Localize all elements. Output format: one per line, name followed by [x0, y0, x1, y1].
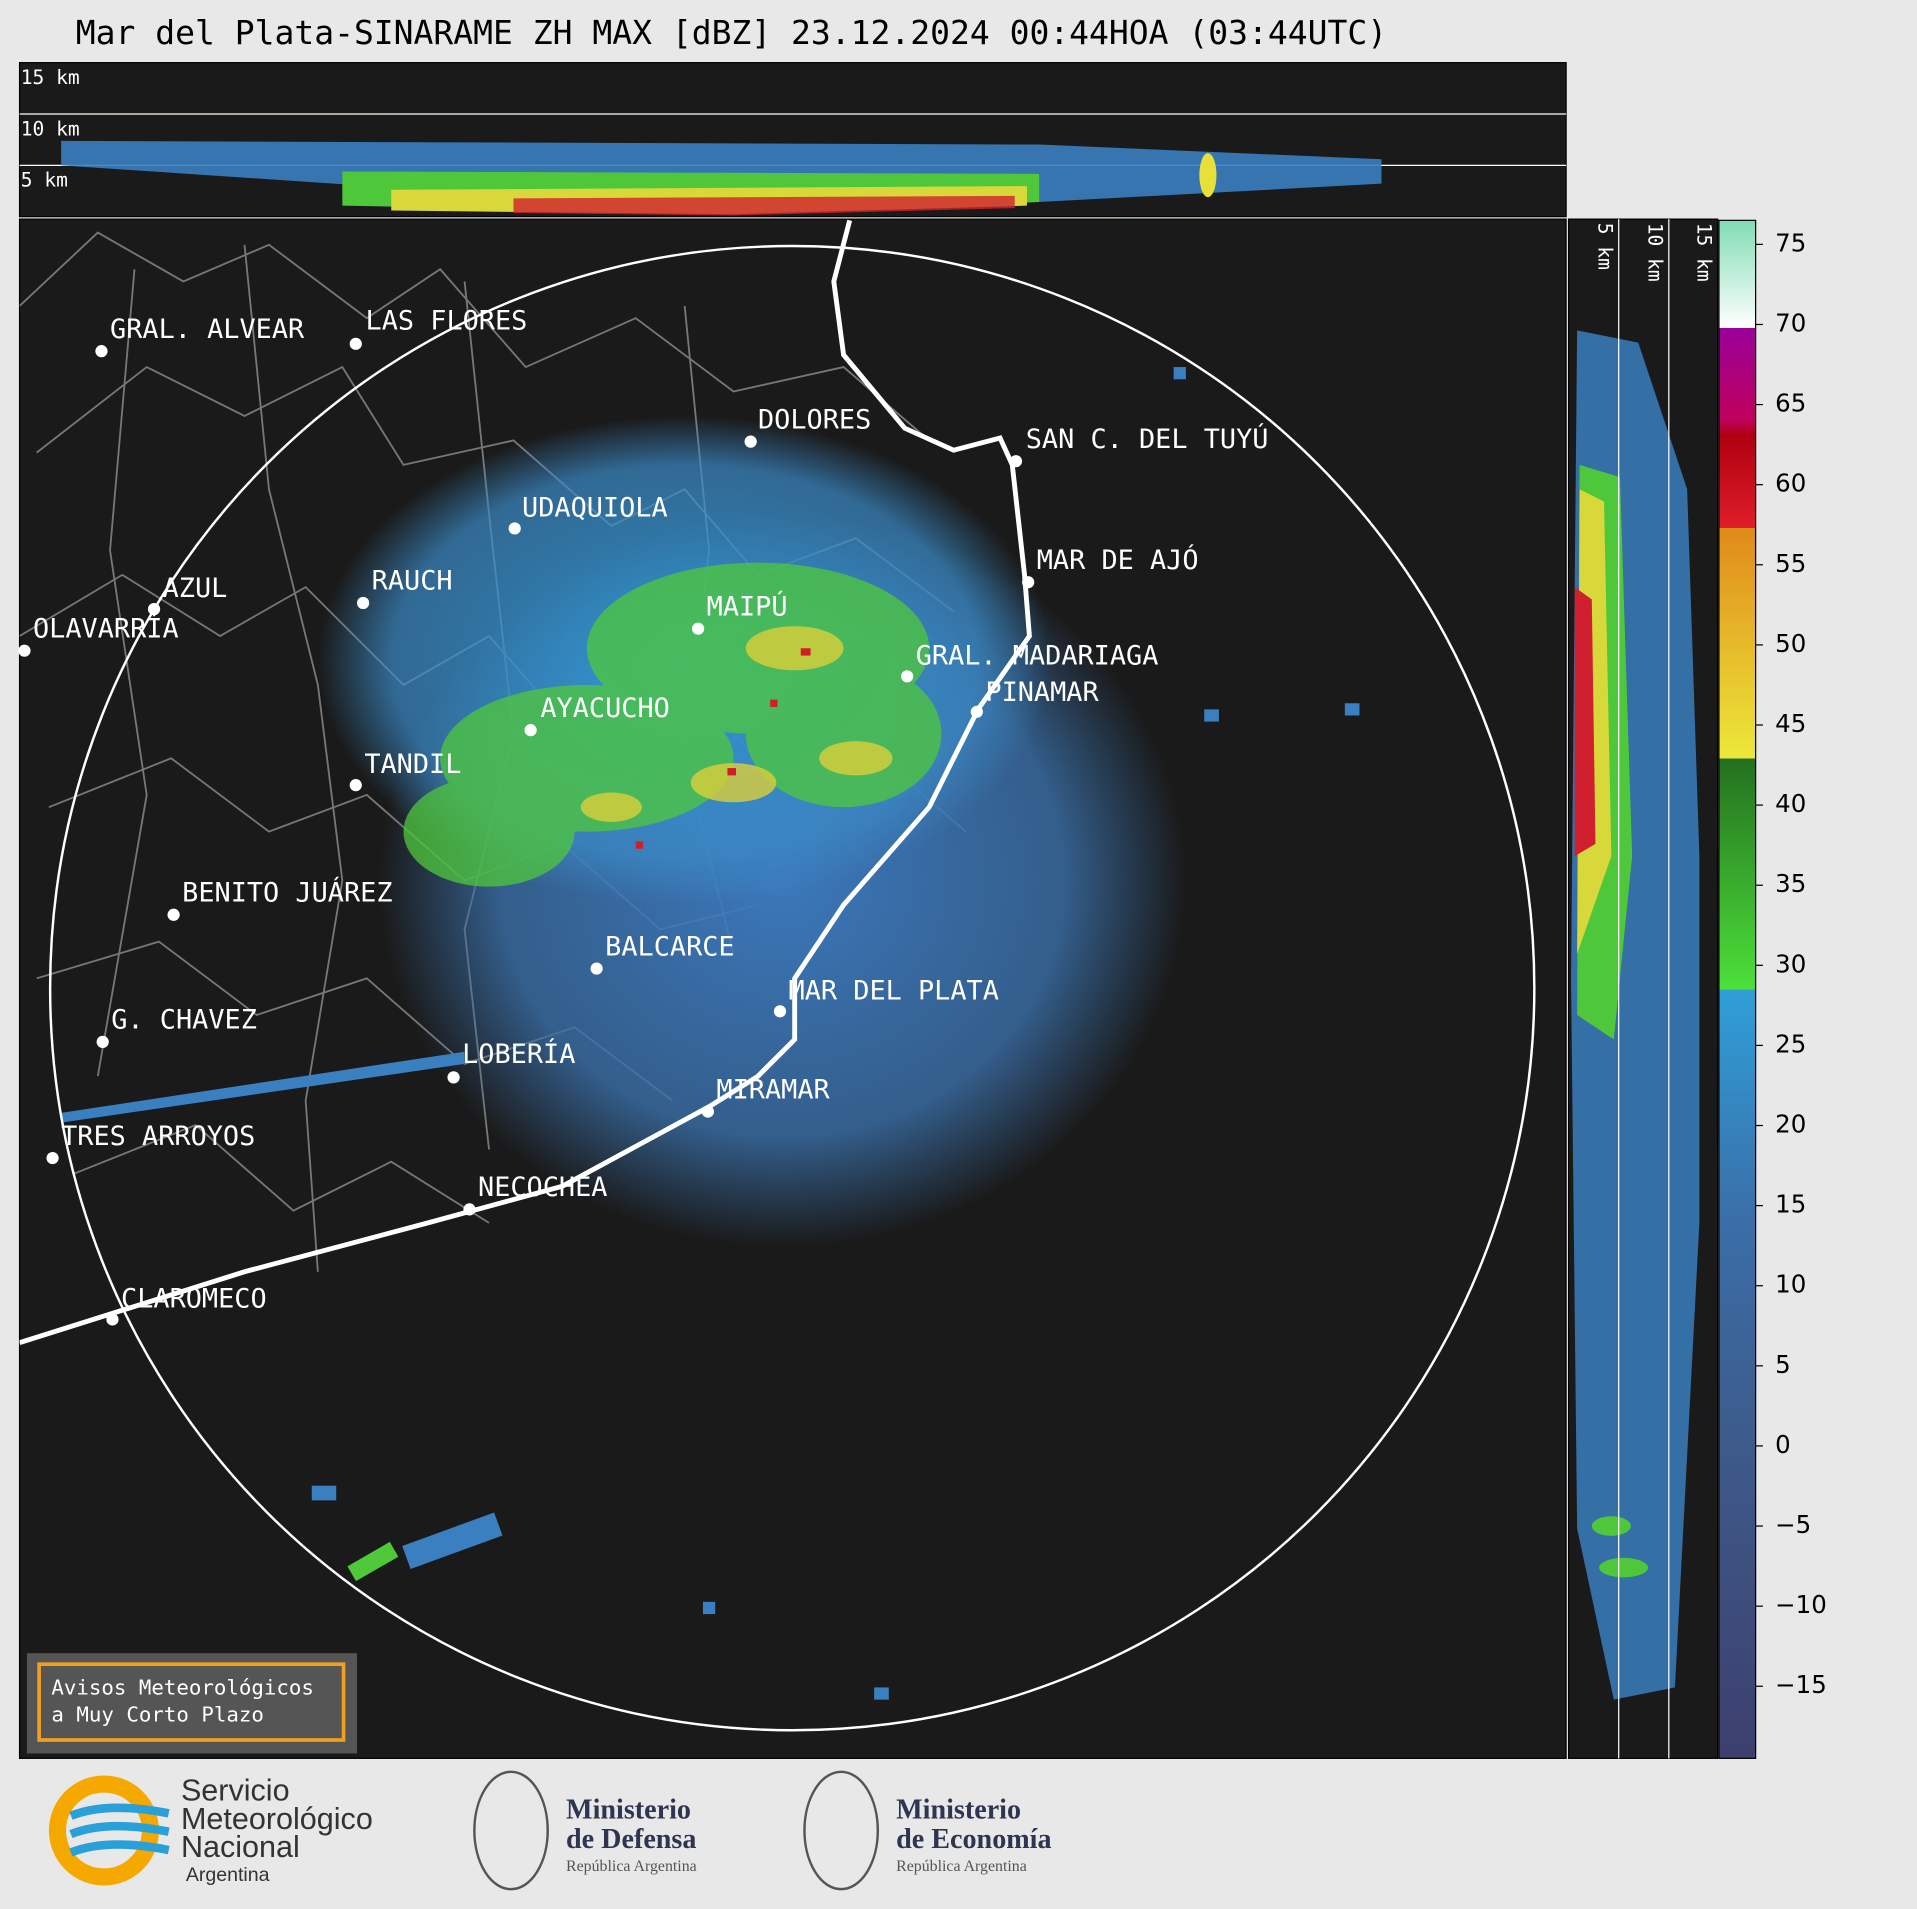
- city-dot: [349, 337, 362, 350]
- city-dot: [349, 779, 362, 792]
- colorbar-tick-label: 45: [1775, 709, 1806, 738]
- colorbar-tick-label: 30: [1775, 949, 1806, 978]
- economia-logo: Ministerio de Economía República Argenti…: [803, 1770, 1052, 1891]
- city-dot: [46, 1151, 59, 1165]
- city-dot: [95, 345, 108, 358]
- city-dot: [356, 596, 370, 610]
- city-label: MAR DEL PLATA: [789, 975, 999, 1006]
- city-dot: [96, 1035, 109, 1049]
- city-dot: [18, 644, 31, 657]
- city-dot: [1009, 455, 1023, 468]
- city-label: AZUL: [163, 573, 228, 604]
- logo-text: Nacional: [181, 1830, 300, 1864]
- side-height-label: 15 km: [1693, 223, 1716, 282]
- city-label: UDAQUIOLA: [522, 492, 668, 523]
- city-dot: [970, 705, 983, 718]
- city-dot: [106, 1313, 119, 1326]
- colorbar: [1718, 219, 1757, 1759]
- city-label: GRAL. ALVEAR: [110, 314, 305, 345]
- side-height-label: 5 km: [1594, 223, 1617, 270]
- colorbar-tick-label: 40: [1775, 789, 1806, 818]
- logo-text: República Argentina: [896, 1858, 1027, 1875]
- city-dot: [773, 1005, 787, 1018]
- city-label: MIRAMAR: [716, 1074, 830, 1105]
- logo-text: de Defensa: [566, 1824, 696, 1855]
- colorbar-tick-label: 65: [1775, 389, 1806, 418]
- city-label: MAIPÚ: [707, 590, 788, 622]
- logo-text: Argentina: [186, 1864, 270, 1886]
- top-height-label: 15 km: [21, 66, 80, 89]
- city-label: LOBERÍA: [462, 1038, 575, 1070]
- logo-text: Ministerio: [896, 1795, 1021, 1826]
- colorbar-tick-label: −10: [1775, 1590, 1827, 1619]
- colorbar-tick-label: 75: [1775, 228, 1806, 257]
- city-dot: [447, 1071, 460, 1084]
- notice-panel: [26, 1653, 357, 1754]
- side-height-label: 10 km: [1644, 223, 1667, 282]
- city-dot: [147, 603, 161, 616]
- city-dot: [524, 724, 537, 737]
- logo-text: República Argentina: [566, 1858, 697, 1875]
- smn-logo: Servicio Meteorológico Nacional Argentin…: [48, 1774, 373, 1886]
- colorbar-tick-label: 60: [1775, 469, 1806, 498]
- logo-text: Meteorológico: [181, 1802, 373, 1836]
- city-dot: [744, 435, 757, 448]
- city-dot: [901, 670, 914, 683]
- city-label: BENITO JUÁREZ: [182, 876, 392, 908]
- top-height-label: 10 km: [21, 117, 80, 140]
- city-label: BALCARCE: [605, 931, 734, 962]
- logo-text: de Economía: [896, 1824, 1051, 1855]
- city-dot: [691, 622, 705, 635]
- city-label: TANDIL: [364, 749, 461, 780]
- city-dot: [508, 522, 521, 535]
- colorbar-tick-label: 25: [1775, 1029, 1806, 1058]
- notice-line: Avisos Meteorológicos: [51, 1676, 314, 1700]
- city-label: NECOCHEA: [478, 1172, 607, 1203]
- colorbar-tick-label: 55: [1775, 549, 1806, 578]
- city-label: MAR DE AJÓ: [1037, 544, 1199, 576]
- defensa-logo: Ministerio de Defensa República Argentin…: [473, 1770, 697, 1891]
- top-height-label: 5 km: [21, 169, 68, 192]
- city-label: RAUCH: [372, 566, 453, 597]
- city-label: G. CHAVEZ: [111, 1005, 257, 1036]
- colorbar-tick-label: 35: [1775, 869, 1806, 898]
- city-dot: [701, 1105, 714, 1118]
- city-label: TRES ARROYOS: [61, 1121, 255, 1152]
- city-dot: [167, 908, 180, 921]
- colorbar-tick-label: 0: [1775, 1430, 1791, 1459]
- city-label: PINAMAR: [985, 677, 1099, 708]
- colorbar-tick-label: 50: [1775, 629, 1806, 658]
- colorbar-tick-label: −5: [1775, 1510, 1811, 1539]
- logo-text: Servicio: [181, 1774, 290, 1808]
- title: Mar del Plata-SINARAME ZH MAX [dBZ] 23.1…: [76, 13, 1387, 52]
- colorbar-tick-label: 15: [1775, 1190, 1806, 1219]
- city-label: DOLORES: [758, 404, 871, 435]
- city-label: CLAROMECO: [121, 1283, 267, 1314]
- city-dot: [590, 962, 603, 975]
- city-label: SAN C. DEL TUYÚ: [1026, 423, 1269, 455]
- colorbar-tick-label: 10: [1775, 1270, 1806, 1299]
- city-label: AYACUCHO: [540, 693, 669, 724]
- city-dot: [1022, 576, 1035, 589]
- logo-text: Ministerio: [566, 1795, 691, 1826]
- notice-line: a Muy Corto Plazo: [51, 1703, 264, 1727]
- colorbar-tick-label: 5: [1775, 1350, 1791, 1379]
- colorbar-tick-label: −15: [1775, 1670, 1827, 1699]
- city-dot: [463, 1203, 476, 1216]
- colorbar-tick-label: 70: [1775, 308, 1806, 337]
- city-label: LAS FLORES: [366, 305, 528, 336]
- city-label: OLAVARRÍA: [33, 612, 179, 644]
- colorbar-tick-label: 20: [1775, 1110, 1806, 1139]
- city-label: GRAL. MADARIAGA: [916, 640, 1159, 671]
